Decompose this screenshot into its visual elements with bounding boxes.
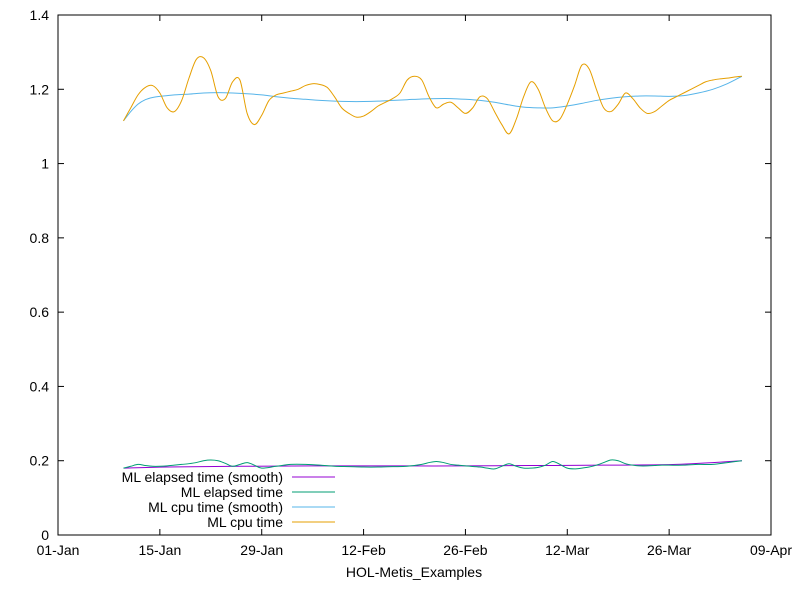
y-tick-label: 0.8 xyxy=(30,230,50,246)
y-tick-label: 0.2 xyxy=(30,453,50,469)
legend-label: ML elapsed time xyxy=(181,484,283,500)
y-tick-label: 1.4 xyxy=(30,7,50,23)
x-axis-title: HOL-Metis_Examples xyxy=(346,564,482,580)
legend-label: ML cpu time xyxy=(207,514,283,530)
x-tick-label: 15-Jan xyxy=(138,542,181,558)
x-axis: 01-Jan 15-Jan 29-Jan 12-Feb 26-Feb 12-Mar 26-M… xyxy=(37,15,792,558)
legend: ML elapsed time (smooth)ML elapsed timeM… xyxy=(122,469,335,530)
y-tick-label: 1.2 xyxy=(30,81,50,97)
series-line-ml-elapsed-time-smooth xyxy=(123,460,742,469)
x-tick-label: 26-Mar xyxy=(647,542,692,558)
x-tick-label: 12-Feb xyxy=(341,542,386,558)
series-line-ml-cpu-time-smooth xyxy=(123,75,743,122)
plot-frame xyxy=(57,14,772,536)
y-axis: 0 0.2 0.4 0.6 0.8 1 1.2 1.4 xyxy=(30,7,771,543)
legend-label: ML elapsed time (smooth) xyxy=(122,469,283,485)
y-tick-label: 1 xyxy=(41,156,49,172)
x-tick-label: 09-Apr xyxy=(750,542,792,558)
series-lines xyxy=(123,56,743,470)
y-tick-label: 0.6 xyxy=(30,304,50,320)
x-tick-label: 29-Jan xyxy=(240,542,283,558)
y-tick-label: 0 xyxy=(41,527,49,543)
x-tick-label: 12-Mar xyxy=(545,542,590,558)
y-tick-label: 0.4 xyxy=(30,378,50,394)
x-tick-label: 26-Feb xyxy=(443,542,488,558)
legend-label: ML cpu time (smooth) xyxy=(148,499,283,515)
series-line-ml-elapsed-time xyxy=(123,459,742,470)
series-line-ml-cpu-time xyxy=(123,56,742,135)
x-tick-label: 01-Jan xyxy=(37,542,80,558)
